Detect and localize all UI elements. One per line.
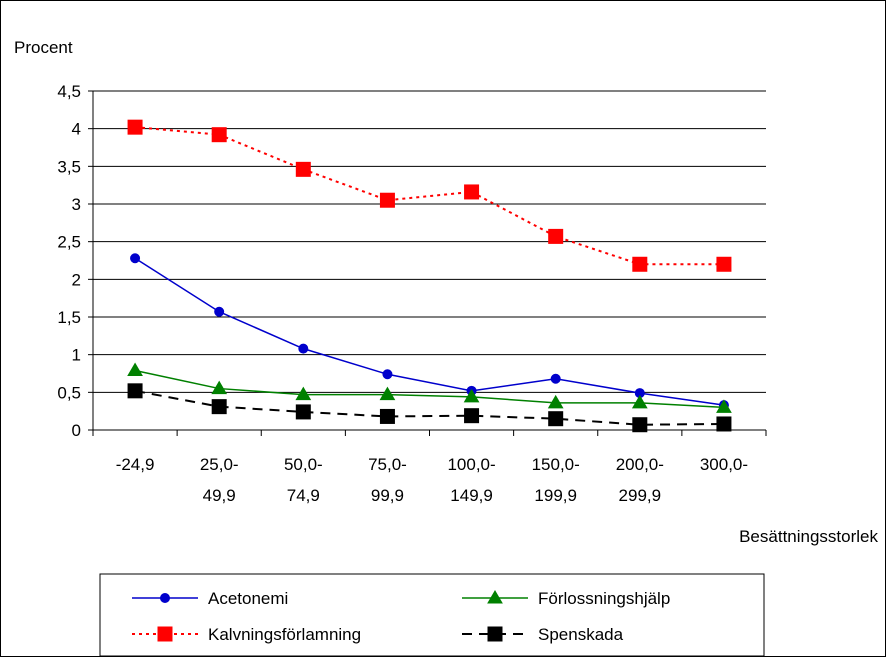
y-tick-label: 4,5 [57,82,81,101]
series-line [134,369,724,409]
series-2 [127,119,732,272]
axes [88,90,767,436]
legend-label: Acetonemi [208,589,288,608]
data-point [487,626,503,642]
gridlines [93,90,766,393]
data-point [487,590,503,604]
data-point [214,306,225,317]
x-tick-label: 25,0- [200,455,239,474]
data-point [127,119,143,135]
x-tick-label: 200,0- [616,455,664,474]
data-point [295,161,311,177]
y-tick-label: 2 [72,270,81,289]
data-point [463,388,480,403]
x-tick-label: 100,0- [447,455,495,474]
y-tick-label: 1 [72,346,81,365]
data-point [550,373,561,384]
x-tick-label: 74,9 [287,486,320,505]
y-tick-labels: 0 0,5 1 1,5 2 2,5 3 3,5 4 4,5 [57,82,81,440]
data-point [295,386,312,401]
data-point [632,256,648,272]
y-tick-label: 3 [72,195,81,214]
series-0 [130,253,729,411]
data-point [464,184,480,200]
y-tick-label: 3,5 [57,157,81,176]
legend-label: Spenskada [538,625,624,644]
data-point [548,411,564,427]
y-tick-label: 0,5 [57,383,81,402]
x-axis-title: Besättningsstorlek [739,527,878,546]
legend-label: Förlossningshjälp [538,589,670,608]
series-line [134,389,724,426]
x-tick-label: 50,0- [284,455,323,474]
series-line [134,126,724,266]
x-tick-label: 299,9 [619,486,662,505]
y-axis-title: Procent [14,38,73,57]
data-point [211,399,227,415]
series-1 [127,362,732,413]
data-point [464,408,480,424]
data-point [379,192,395,208]
data-point [211,380,228,395]
x-tick-label: 199,9 [534,486,577,505]
series-3 [127,383,732,433]
data-point [211,127,227,143]
x-tick-labels: -24,9 25,0- 49,9 50,0- 74,9 75,0- 99,9 100,0- 14… [116,455,748,505]
series-line [134,257,725,406]
data-point [379,408,395,424]
x-tick-label: 99,9 [371,486,404,505]
x-tick-label: 75,0- [368,455,407,474]
data-point [295,404,311,420]
legend-label: Kalvningsförlamning [208,625,361,644]
y-tick-label: 0 [72,421,81,440]
data-point [631,394,648,409]
data-point [547,394,564,409]
data-point [548,228,564,244]
data-point [130,253,141,264]
data-point [160,593,170,603]
data-point [379,386,396,401]
data-point [632,417,648,433]
data-point [298,343,309,354]
x-tick-label: 300,0- [700,455,748,474]
data-point [157,626,173,642]
x-tick-label: -24,9 [116,455,155,474]
data-point [127,383,143,399]
series-group [127,119,732,433]
x-tick-label: 49,9 [203,486,236,505]
x-tick-label: 149,9 [450,486,493,505]
y-tick-label: 2,5 [57,233,81,252]
data-point [716,416,732,432]
data-point [382,369,393,380]
data-point [716,256,732,272]
x-tick-label: 150,0- [532,455,580,474]
data-point [127,362,143,376]
legend-box [99,573,765,657]
y-tick-label: 1,5 [57,308,81,327]
data-point [716,399,732,413]
legend: Acetonemi Förlossningshjälp Kalvningsförla… [132,589,670,644]
y-tick-label: 4 [72,120,81,139]
